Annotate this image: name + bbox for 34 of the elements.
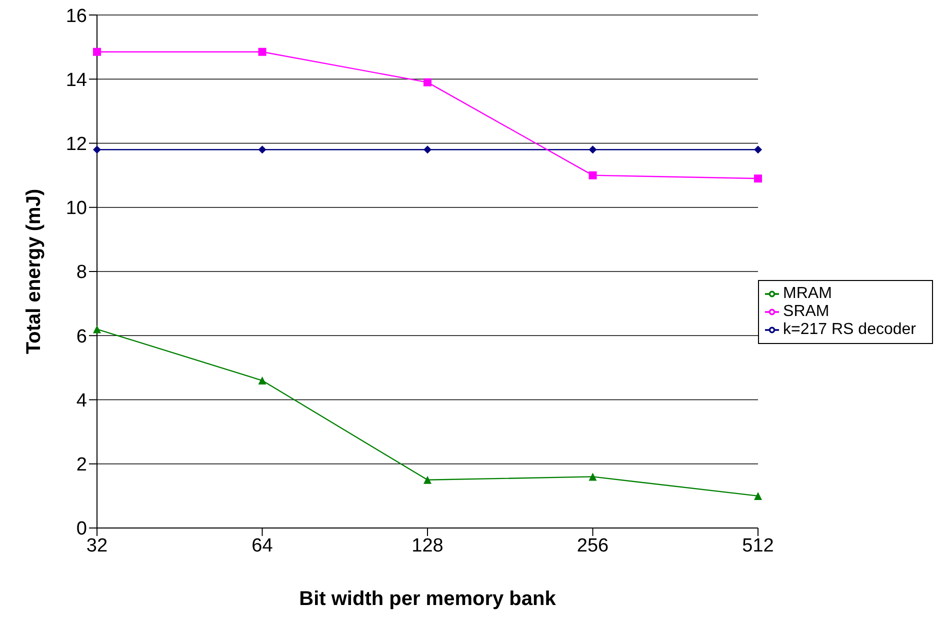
x-tick-label: 128 <box>412 535 444 556</box>
point <box>93 146 101 154</box>
x-tick-label: 64 <box>252 535 274 556</box>
point <box>258 146 266 154</box>
point <box>424 476 432 484</box>
y-tick-label: 4 <box>76 390 88 412</box>
point <box>93 48 101 56</box>
y-tick-label: 2 <box>76 454 87 476</box>
point <box>424 78 432 86</box>
y-tick-label: 12 <box>66 134 87 155</box>
point <box>588 472 597 481</box>
point <box>754 174 762 183</box>
y-tick-label: 6 <box>76 326 87 348</box>
legend-label: MRAM <box>783 285 832 302</box>
x-tick-label: 32 <box>86 535 108 556</box>
point <box>93 325 101 334</box>
y-axis-title: Total energy (mJ) <box>23 188 46 354</box>
x-axis-title: Bit width per memory bank <box>299 588 557 610</box>
y-tick-label: 10 <box>66 198 87 220</box>
y-tick-label: 14 <box>66 70 88 91</box>
y-tick-label: 0 <box>76 518 87 540</box>
legend-label: k=217 RS decoder <box>783 321 916 338</box>
y-tick-label: 16 <box>66 6 87 27</box>
point <box>754 146 762 154</box>
x-tick-label: 256 <box>576 535 609 556</box>
point <box>258 376 266 385</box>
legend-label: SRAM <box>783 303 830 320</box>
y-tick-label: 8 <box>76 262 87 284</box>
x-tick-label: 512 <box>742 535 774 556</box>
point <box>588 171 597 180</box>
point <box>424 146 432 154</box>
point <box>258 48 266 56</box>
point <box>754 492 762 500</box>
point <box>588 146 597 154</box>
